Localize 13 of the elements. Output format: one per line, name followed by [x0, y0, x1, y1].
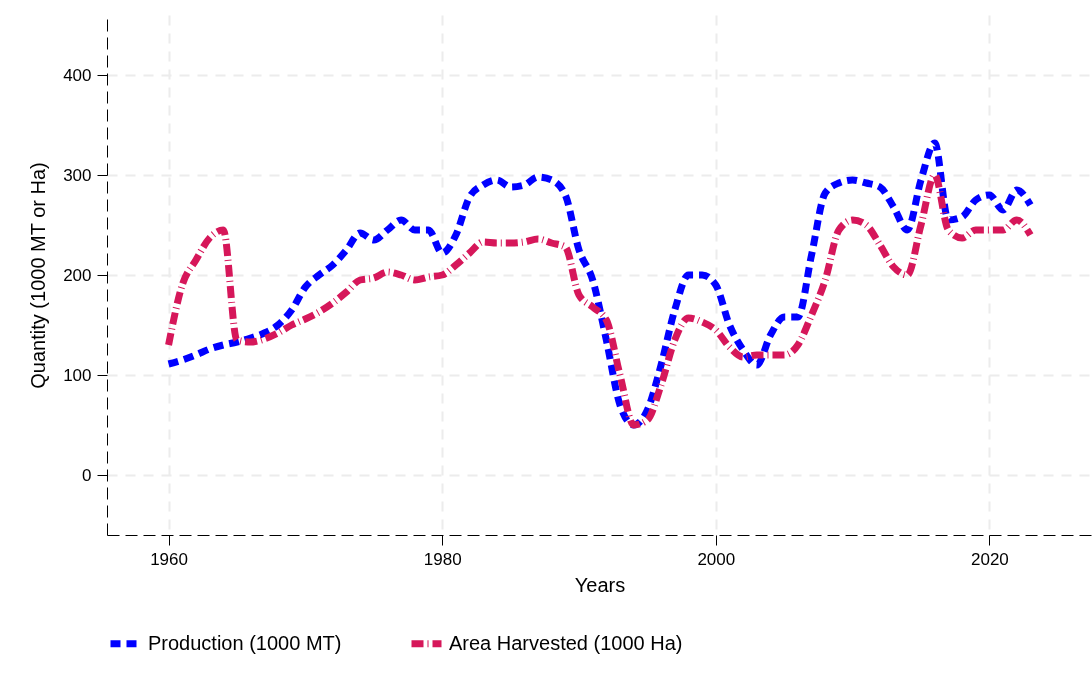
x-axis-title: Years [574, 573, 626, 596]
x-tick-label: 2020 [970, 549, 1009, 569]
legend-label: Production (1000 MT) [148, 631, 342, 654]
legend-label: Area Harvested (1000 Ha) [449, 631, 683, 654]
y-tick-label: 100 [63, 365, 92, 385]
y-axis-title: Quantity (1000 MT or Ha) [27, 162, 50, 389]
y-tick-label: 400 [63, 65, 92, 85]
y-tick-label: 0 [82, 465, 92, 485]
y-tick-label: 300 [63, 165, 92, 185]
x-tick-label: 2000 [697, 549, 736, 569]
x-tick-label: 1980 [423, 549, 462, 569]
x-tick-label: 1960 [150, 549, 188, 569]
y-tick-label: 200 [63, 265, 92, 285]
